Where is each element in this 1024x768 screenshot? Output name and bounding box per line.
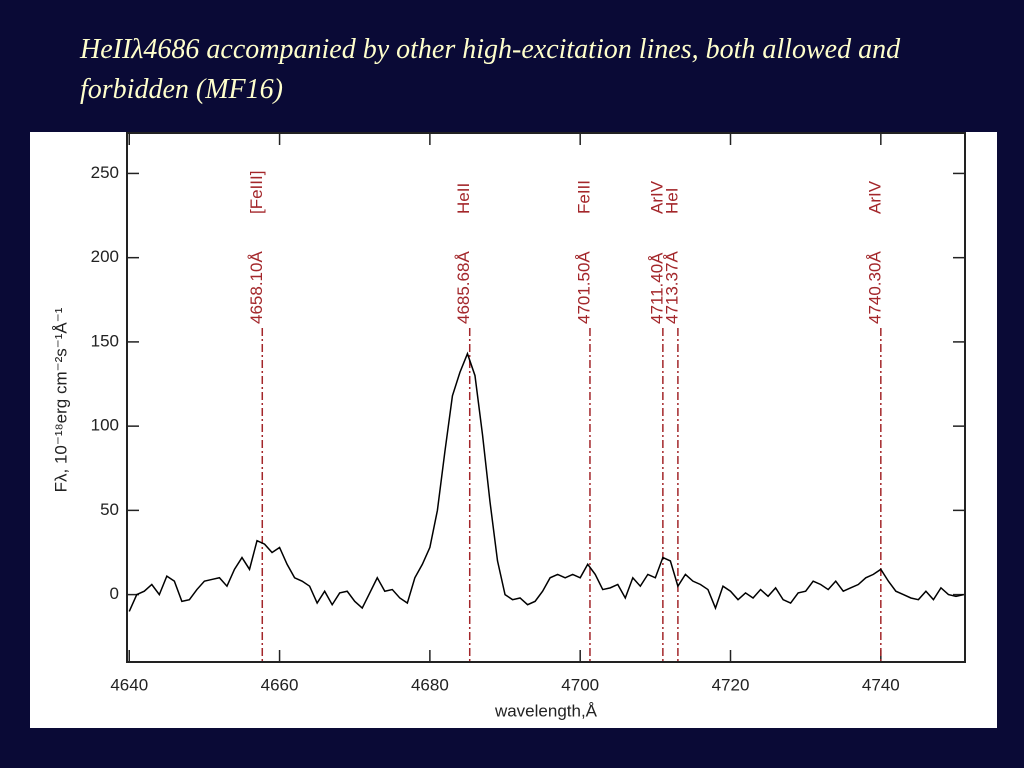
annotation-ion: ArIV — [647, 180, 666, 214]
x-tick-label: 4740 — [862, 675, 900, 694]
y-tick-label: 50 — [100, 500, 119, 519]
annotation-ion: FeIII — [574, 180, 593, 214]
annotation-wavelength: 4713.37Å — [662, 251, 681, 324]
y-tick-label: 0 — [110, 584, 119, 603]
spectrum-line — [128, 351, 964, 612]
chart-panel — [30, 132, 997, 728]
x-tick-label: 4680 — [411, 675, 449, 694]
plot-frame — [126, 132, 966, 663]
y-tick-label: 150 — [91, 331, 119, 350]
x-tick-label: 4640 — [110, 675, 148, 694]
annotation-ion: [FeIII] — [247, 171, 266, 214]
x-tick-label: 4660 — [261, 675, 299, 694]
annotation-wavelength: 4711.40Å — [647, 252, 666, 324]
annotation-ion: HeII — [454, 183, 473, 214]
annotation-ion: ArIV — [865, 180, 884, 214]
x-tick-label: 4720 — [712, 675, 750, 694]
annotation-wavelength: 4658.10Å — [247, 251, 266, 324]
y-axis-label: Fλ, 10⁻¹⁸erg cm⁻²s⁻¹Å⁻¹ — [51, 307, 70, 492]
slide-title: HeIIλ4686 accompanied by other high-exci… — [80, 34, 901, 105]
annotation-ion: HeI — [662, 188, 681, 214]
y-tick-label: 100 — [91, 416, 119, 435]
annotation-wavelength: 4685.68Å — [454, 251, 473, 324]
annotation-wavelength: 4740.30Å — [865, 251, 884, 324]
y-tick-label: 250 — [91, 163, 119, 182]
y-tick-label: 200 — [91, 247, 119, 266]
annotation-wavelength: 4701.50Å — [574, 251, 593, 324]
x-axis-label: wavelength,Å — [494, 701, 598, 720]
x-tick-label: 4700 — [561, 675, 599, 694]
